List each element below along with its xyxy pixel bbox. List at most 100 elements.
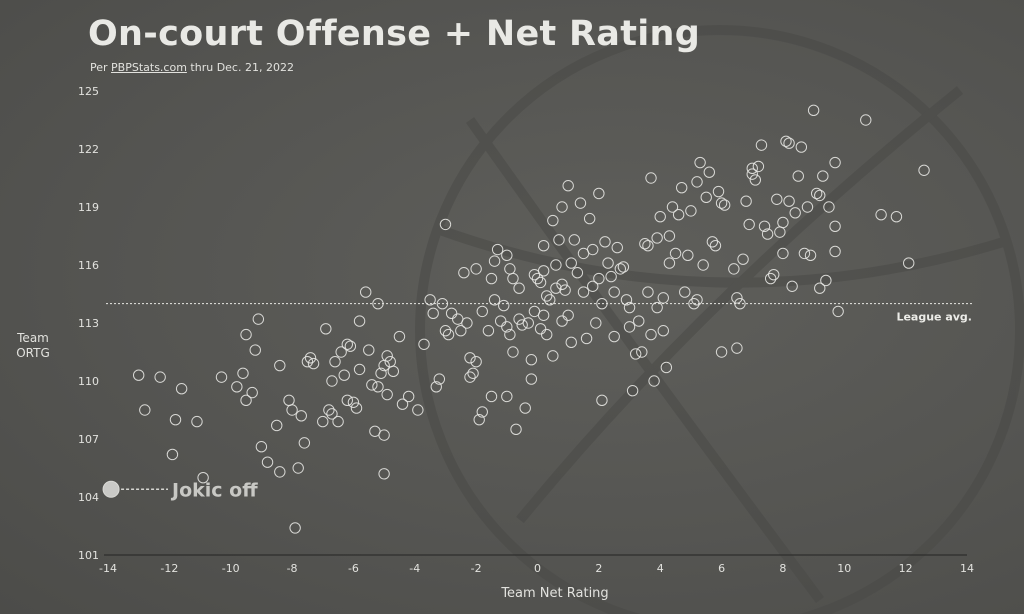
data-point — [261, 456, 274, 468]
data-point — [685, 205, 697, 217]
data-point — [439, 325, 452, 337]
data-point — [703, 166, 715, 178]
data-point — [317, 415, 329, 428]
data-point — [715, 197, 728, 209]
data-point — [669, 247, 682, 260]
data-point — [544, 294, 556, 306]
point-layer — [132, 104, 930, 534]
data-point — [427, 307, 439, 320]
data-point — [353, 315, 366, 327]
x-tick-label: -14 — [99, 562, 117, 575]
data-point — [510, 423, 522, 436]
data-point — [636, 346, 648, 358]
data-point — [752, 160, 765, 173]
data-point — [491, 243, 504, 256]
data-point — [531, 272, 544, 285]
data-point — [743, 218, 755, 231]
x-tick-label: 10 — [837, 562, 851, 575]
data-point — [513, 282, 525, 294]
data-point — [442, 328, 455, 341]
data-point — [814, 282, 826, 294]
data-point — [660, 361, 673, 374]
data-point — [139, 404, 151, 416]
data-point — [817, 170, 829, 182]
data-point — [550, 259, 562, 271]
data-point — [755, 139, 768, 151]
source-link[interactable]: PBPStats.com — [111, 61, 187, 74]
axis-layer: -14 -12 -10 -8 -6 -4 -2 0 2 4 6 8 10 12 14 101 104 107 110… — [78, 85, 974, 575]
data-point — [657, 292, 669, 304]
data-point — [378, 468, 390, 480]
x-tick-label: 14 — [960, 562, 974, 575]
x-axis-label: Team Net Rating — [501, 586, 609, 601]
data-point — [642, 239, 654, 252]
data-point — [197, 471, 209, 484]
data-point — [485, 272, 498, 285]
data-point — [700, 191, 712, 204]
data-point — [617, 261, 630, 273]
data-point — [525, 373, 538, 385]
data-point — [675, 181, 688, 194]
data-point — [593, 272, 605, 285]
data-point — [608, 330, 620, 343]
data-point — [175, 383, 188, 395]
data-point — [464, 371, 476, 383]
data-point — [537, 265, 550, 277]
chart-title: On-court Offense + Net Rating — [88, 14, 701, 54]
data-point — [323, 404, 335, 416]
x-tick-label: -8 — [287, 562, 298, 575]
data-point — [464, 352, 476, 364]
data-point — [577, 286, 590, 298]
data-point — [651, 301, 663, 314]
data-point — [583, 212, 596, 225]
y-axis-label-text: Team ORTG — [16, 331, 50, 360]
data-point — [412, 404, 424, 416]
data-point — [783, 195, 795, 207]
data-point — [715, 346, 728, 358]
data-point — [501, 249, 513, 262]
data-point — [347, 396, 360, 408]
data-point — [215, 371, 228, 383]
data-point — [504, 328, 516, 341]
data-point — [341, 338, 353, 350]
data-point — [746, 168, 758, 180]
data-point — [568, 234, 581, 246]
data-point — [807, 104, 820, 117]
data-point — [565, 257, 577, 269]
data-point — [467, 367, 479, 379]
y-tick-label: 122 — [78, 143, 99, 156]
reference-layer: League avg. — [106, 303, 972, 324]
data-point — [353, 363, 366, 376]
data-point — [593, 187, 605, 200]
data-point — [488, 255, 501, 267]
data-point — [547, 350, 559, 362]
x-tick-label: 12 — [899, 562, 913, 575]
data-point — [596, 394, 608, 407]
data-point — [132, 369, 145, 381]
data-point — [890, 210, 903, 223]
data-point — [470, 355, 482, 368]
data-point — [504, 263, 516, 275]
data-point — [801, 201, 814, 213]
data-point — [798, 247, 811, 260]
league-avg-label: League avg. — [896, 311, 972, 324]
data-point — [326, 408, 338, 420]
data-point — [507, 272, 519, 285]
data-point — [424, 294, 436, 306]
data-point — [682, 249, 694, 262]
data-point — [639, 238, 651, 250]
y-tick-label: 107 — [78, 433, 99, 446]
data-point — [620, 294, 633, 306]
data-point — [709, 239, 722, 252]
data-point — [820, 274, 832, 287]
y-tick-label: 104 — [78, 491, 99, 504]
data-point — [169, 413, 182, 426]
x-tick-label: -2 — [471, 562, 482, 575]
data-point — [562, 180, 574, 192]
data-point — [507, 346, 519, 358]
data-point — [737, 253, 749, 265]
data-point — [556, 278, 568, 291]
data-point — [556, 201, 568, 213]
data-point — [792, 170, 804, 182]
